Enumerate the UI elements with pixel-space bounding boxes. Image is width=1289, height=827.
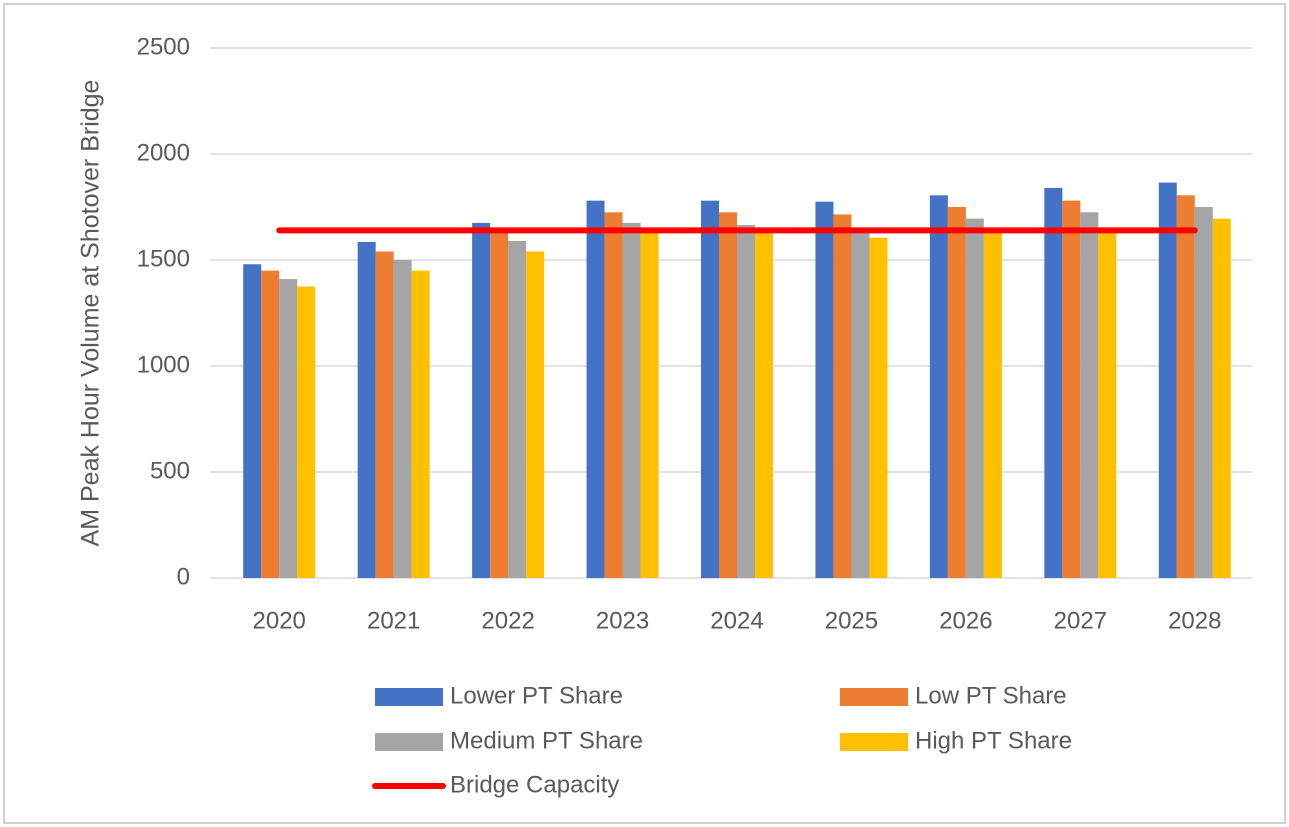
bar [929, 195, 948, 578]
bar [279, 279, 298, 578]
y-tick-label: 2500 [137, 33, 190, 60]
bar [357, 241, 376, 579]
x-tick-label: 2028 [1168, 607, 1221, 634]
y-tick-label: 1000 [137, 351, 190, 378]
bar [604, 212, 623, 579]
bar [833, 214, 852, 579]
bar [1212, 218, 1231, 578]
bar [755, 230, 773, 578]
legend-swatch [375, 688, 443, 706]
bar [965, 218, 984, 578]
bar [815, 201, 834, 578]
y-tick-label: 0 [177, 563, 190, 590]
x-tick-label: 2023 [596, 607, 649, 634]
y-tick-label: 1500 [137, 245, 190, 272]
x-tick-label: 2026 [939, 607, 992, 634]
bar [640, 230, 659, 578]
legend-swatch [375, 733, 443, 751]
bar [1194, 207, 1213, 578]
y-tick-label: 500 [150, 457, 190, 484]
bar [1098, 228, 1117, 578]
bar [393, 260, 412, 578]
bar [737, 225, 755, 578]
bar [947, 207, 966, 578]
legend-swatch [840, 688, 908, 706]
x-tick-label: 2027 [1054, 607, 1107, 634]
x-tick-label: 2020 [253, 607, 306, 634]
bar [1080, 212, 1099, 579]
y-tick-label: 2000 [137, 139, 190, 166]
bar [719, 212, 737, 579]
bar [411, 270, 430, 578]
bar [622, 222, 641, 578]
x-tick-label: 2021 [367, 607, 420, 634]
x-tick-label: 2025 [825, 607, 878, 634]
bar [1158, 182, 1177, 578]
bar [490, 230, 509, 578]
legend-label: Low PT Share [915, 682, 1067, 709]
legend-label: High PT Share [915, 727, 1072, 754]
bar [701, 200, 719, 578]
bar [1044, 187, 1063, 579]
legend-label: Bridge Capacity [450, 771, 619, 798]
bar [983, 229, 1002, 578]
x-tick-label: 2024 [710, 607, 763, 634]
bar [261, 270, 280, 578]
bar [375, 251, 394, 578]
y-axis-label: AM Peak Hour Volume at Shotover Bridge [77, 80, 105, 547]
bar [243, 264, 262, 578]
legend-swatch [840, 733, 908, 751]
legend-label: Medium PT Share [450, 727, 643, 754]
legend-label: Lower PT Share [450, 682, 623, 709]
bar [508, 240, 527, 579]
bar [869, 237, 888, 579]
bar [851, 230, 870, 578]
bar [472, 222, 491, 578]
bar [1176, 195, 1195, 578]
x-tick-label: 2022 [481, 607, 534, 634]
bar [526, 251, 545, 578]
bar [586, 200, 605, 578]
bar [297, 286, 316, 578]
bar [1062, 200, 1081, 578]
